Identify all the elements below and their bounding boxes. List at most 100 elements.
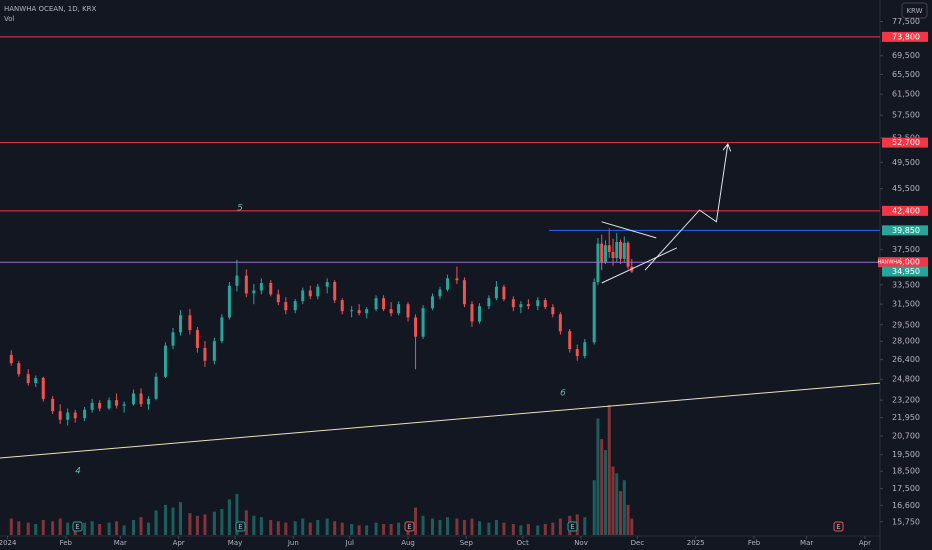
x-tick-label: Feb: [60, 539, 73, 547]
event-marker[interactable]: [833, 521, 844, 532]
candle-body: [139, 393, 143, 405]
candle-body: [430, 296, 434, 309]
volume-bar: [301, 518, 305, 535]
x-tick-label: May: [228, 539, 242, 547]
volume-bar: [269, 519, 273, 535]
x-tick-label: Mar: [114, 539, 127, 547]
y-tick-label: 57,500: [892, 111, 920, 120]
candle-body: [41, 377, 45, 399]
candle-body: [414, 317, 418, 337]
volume-bar: [430, 518, 434, 535]
drawing-line: [0, 382, 881, 459]
price-level-tag: [882, 225, 928, 236]
candle-body: [227, 285, 231, 318]
drawing-line: [601, 247, 678, 284]
price-level-label: 52,700: [892, 138, 920, 147]
price-level-tag: [882, 205, 928, 216]
candle-body: [83, 409, 87, 419]
volume-bar: [220, 508, 224, 535]
candle-body: [487, 298, 491, 307]
event-marker[interactable]: [567, 521, 578, 532]
volume-bar: [51, 521, 55, 535]
volume-bar: [502, 522, 506, 535]
candle-body: [147, 398, 151, 405]
volume-bar: [414, 507, 418, 535]
event-marker-label[interactable]: E: [75, 523, 79, 531]
candle-body: [98, 402, 102, 409]
y-tick-label: 20,700: [892, 431, 920, 440]
candle-body: [592, 282, 596, 343]
x-tick-label: 2024: [0, 539, 17, 547]
volume-bar: [203, 514, 207, 535]
candle-body: [374, 298, 378, 310]
volume-bar: [340, 522, 344, 535]
y-tick-label: 77,500: [892, 17, 920, 26]
volume-bar: [551, 522, 555, 535]
candle-body: [615, 241, 619, 258]
volume-bar: [487, 522, 491, 535]
candle-body: [575, 349, 579, 357]
x-tick-label: Mar: [800, 539, 813, 547]
volume-bar: [17, 521, 21, 535]
volume-bar: [284, 522, 288, 535]
volume-bar: [350, 524, 354, 535]
y-tick-label: 21,950: [892, 413, 920, 422]
volume-bar: [615, 473, 619, 535]
event-marker-label[interactable]: E: [407, 523, 411, 531]
volume-bar: [365, 525, 369, 535]
volume-bar: [244, 510, 248, 535]
event-marker-label[interactable]: E: [238, 523, 242, 531]
event-marker-label[interactable]: E: [836, 523, 840, 531]
event-marker-label[interactable]: E: [570, 523, 574, 531]
volume-bar: [622, 480, 626, 535]
currency-button[interactable]: [901, 2, 928, 19]
candle-body: [132, 393, 136, 405]
price-level-tag: [882, 257, 928, 268]
y-tick-label: 18,500: [892, 467, 920, 476]
marks: [0, 36, 881, 535]
drawing-line: [601, 221, 657, 239]
y-tick-label: 29,500: [892, 320, 920, 329]
candle-body: [51, 398, 55, 412]
candle-body: [316, 286, 320, 297]
candle-body: [203, 347, 207, 361]
event-marker[interactable]: [72, 521, 83, 532]
candle-body: [389, 309, 393, 314]
y-tick-label: 31,500: [892, 300, 920, 309]
candle-body: [179, 315, 183, 333]
volume-bar: [115, 521, 119, 535]
candle-body: [122, 404, 126, 406]
y-tick-label: 19,500: [892, 450, 920, 459]
candle-body: [308, 290, 312, 297]
x-tick-label: Sep: [460, 539, 474, 547]
candle-body: [543, 300, 547, 308]
candle-body: [252, 290, 256, 294]
symbol-title: HANWHA OCEAN, 1D, KRX: [4, 5, 97, 13]
volume-bar: [374, 522, 378, 535]
y-tick-label: 23,200: [892, 396, 920, 405]
volume-bar: [603, 450, 607, 535]
volume-bar: [252, 515, 256, 535]
event-marker[interactable]: [235, 521, 246, 532]
y-tick-label: 26,400: [892, 355, 920, 364]
volume-bar: [592, 480, 596, 535]
y-tick-label: 15,750: [892, 517, 920, 526]
candle-body: [611, 251, 615, 258]
y-tick-label: 49,500: [892, 158, 920, 167]
candle-body: [220, 317, 224, 342]
volume-bar: [630, 518, 634, 535]
volume-bar: [235, 493, 239, 535]
candle-body: [188, 315, 192, 331]
event-marker[interactable]: [404, 521, 415, 532]
price-level-name: HANWHA: [877, 260, 901, 266]
volume-bar: [98, 524, 102, 535]
y-tick-label: 28,000: [892, 337, 920, 346]
currency-label[interactable]: KRW: [906, 7, 922, 15]
candle-body: [558, 314, 562, 332]
candle-body: [477, 306, 481, 322]
x-tick-label: Dec: [631, 539, 645, 547]
event-markers: E E E E E: [72, 521, 844, 532]
candle-body: [325, 282, 329, 287]
volume-bar: [470, 518, 474, 535]
